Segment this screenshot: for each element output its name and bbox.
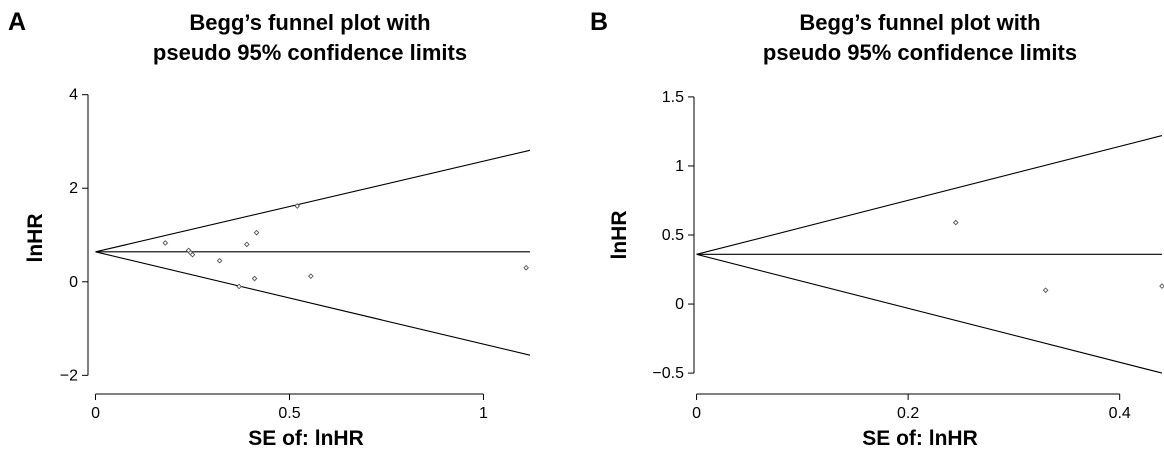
panel-b-data-point	[1159, 283, 1164, 289]
panel-a-data-point	[243, 241, 250, 248]
panel-b: B Begg’s funnel plot with pseudo 95% con…	[590, 8, 1164, 450]
panel-b-data-point	[952, 219, 959, 226]
panel-a-y-tick-label: 4	[69, 87, 78, 104]
panel-b-x-tick-label: 0.4	[1109, 405, 1131, 422]
panel-a-y-tick-label: 0	[69, 274, 78, 291]
panel-a-x-tick-label: 0.5	[278, 405, 300, 422]
panel-a-funnel-upper-line	[95, 149, 531, 253]
panel-b-x-tick-label: 0	[692, 405, 701, 422]
panel-b-y-tick-label: 1.5	[662, 89, 684, 106]
panel-b-y-tick-label: −0.5	[652, 365, 684, 382]
panel-a-data-point	[294, 203, 301, 209]
panel-b-title-line-2: pseudo 95% confidence limits	[763, 40, 1077, 65]
panel-a-y-tick-label: 2	[69, 180, 78, 197]
panel-a-x-tick-label: 1	[479, 405, 488, 422]
panel-a-title-line-1: Begg’s funnel plot with	[189, 10, 430, 35]
panel-a-data-point	[523, 264, 529, 271]
panel-b-title-line-1: Begg’s funnel plot with	[799, 10, 1040, 35]
panel-b-letter: B	[590, 8, 608, 36]
panel-a-letter: A	[8, 8, 26, 36]
panel-a-x-axis-label: SE of: lnHR	[248, 427, 364, 448]
panel-b-x-tick-label: 0.2	[897, 405, 919, 422]
panel-a-title-line-2: pseudo 95% confidence limits	[153, 40, 467, 65]
panel-a-data-point	[253, 229, 260, 236]
panel-b-y-tick-label: 0.5	[662, 227, 684, 244]
panel-a-funnel-lower-line	[95, 251, 531, 356]
panel-b-data-point	[1042, 287, 1049, 294]
panel-a-y-axis-label: lnHR	[24, 214, 47, 263]
panel-b-y-tick-label: 0	[675, 296, 684, 313]
panel-a-y-tick-label: −2	[60, 367, 78, 384]
panel-a-data-point	[251, 275, 258, 282]
panel-b-funnel-lower-line	[696, 253, 1163, 374]
panel-a-data-point	[189, 251, 196, 258]
panel-a-data-point	[162, 240, 169, 246]
panel-a-x-tick-label: 0	[91, 405, 100, 422]
panel-b-plot-area: −0.5 0 0.5 1 1.5 0 0.2 0.4	[652, 89, 1164, 422]
panel-b-y-tick-label: 1	[675, 158, 684, 175]
panel-a-data-point	[307, 273, 314, 279]
panel-b-x-axis-label: SE of: lnHR	[862, 427, 978, 448]
panel-a-data-point	[236, 283, 242, 290]
panel-b-funnel-upper-line	[696, 135, 1163, 255]
panel-b-y-axis-label: lnHR	[608, 211, 631, 260]
panel-a-plot-area: −2 0 2 4 0 0.5 1	[60, 87, 531, 422]
panel-a-data-point	[216, 257, 223, 264]
panel-a: A Begg’s funnel plot with pseudo 95% con…	[8, 8, 531, 450]
